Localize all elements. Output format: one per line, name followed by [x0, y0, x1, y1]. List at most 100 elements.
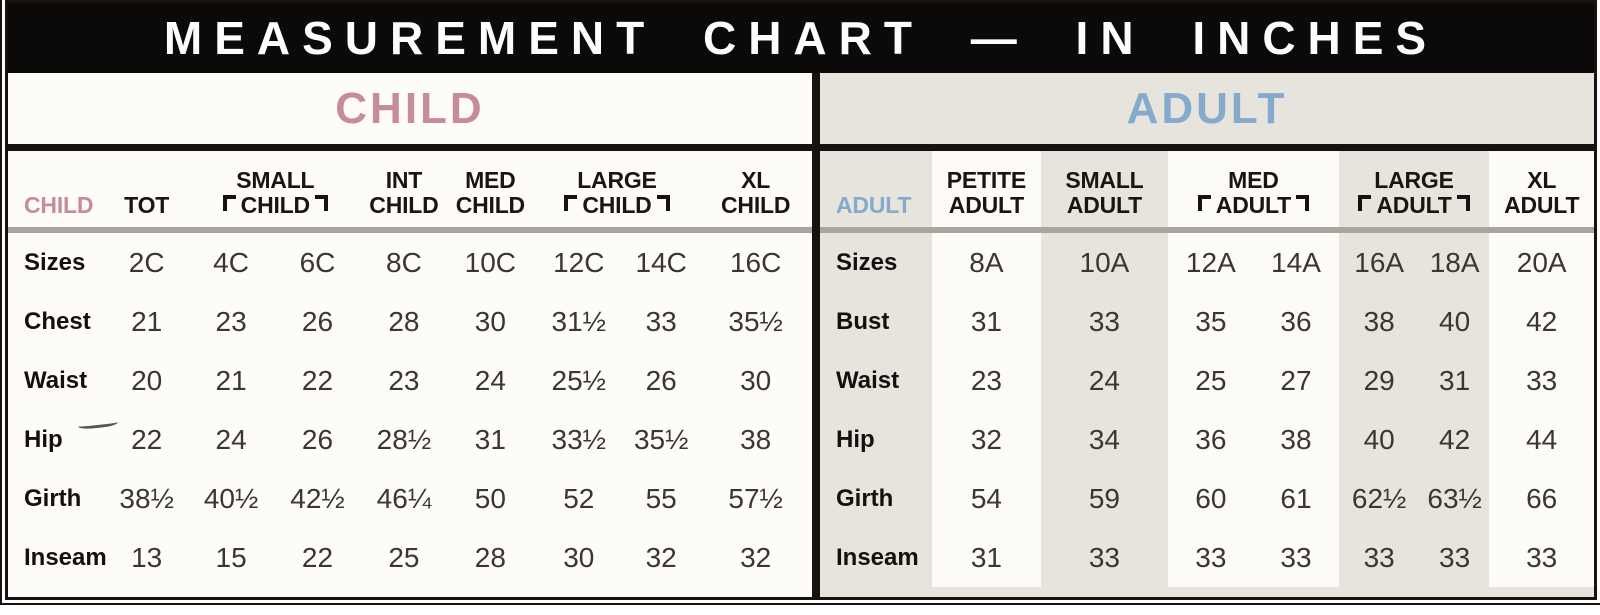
measurement-value: 4C	[213, 246, 249, 278]
measurement-value: 26	[301, 305, 334, 337]
measurement-value: 38	[740, 423, 772, 455]
measurement-value: 60	[1168, 469, 1254, 528]
measurement-value: 23	[388, 364, 420, 396]
measurement-value: 54	[932, 469, 1041, 528]
table-row-hip: Hip 32 34 36 38 40 42 44	[820, 410, 1594, 469]
measurement-value: 63½	[1427, 482, 1482, 514]
measurement-value: 26	[645, 364, 677, 396]
column-header-small-child: SMALL CHILD	[189, 151, 362, 227]
measurement-value: 31	[474, 423, 506, 455]
measurement-value: 26	[301, 423, 334, 455]
row-label: Bust	[836, 307, 890, 335]
measurement-value: 42	[1439, 423, 1471, 455]
measurement-value: 33	[1168, 528, 1254, 587]
row-label: Waist	[24, 366, 88, 394]
measurement-value: 33	[1489, 351, 1594, 410]
chart-panels: CHILD CHILD TOT SMALL CHILD INT CHILD ME…	[8, 73, 1594, 597]
measurement-value: 28	[388, 305, 420, 337]
measurement-value: 52	[563, 482, 595, 514]
table-row-sizes: Sizes 8A 10A 12A 14A 16A 18A 20A	[820, 233, 1594, 292]
row-label: Inseam	[836, 543, 919, 571]
measurement-value: 10C	[464, 246, 517, 278]
measurement-value: 33	[1489, 528, 1594, 587]
child-header-label: CHILD	[24, 192, 94, 219]
table-row-girth: Girth 38½ 40½ 42½ 46¼ 50 52 55 57½	[8, 469, 812, 528]
measurement-value: 44	[1489, 410, 1594, 469]
adult-header-row: ADULT PETITE ADULT SMALL ADULT MED ADULT…	[820, 151, 1594, 233]
measurement-value: 38½	[119, 482, 174, 514]
measurement-value: 24	[215, 423, 247, 455]
measurement-value: 30	[474, 305, 506, 337]
measurement-value: 12C	[553, 246, 605, 278]
table-row-waist: Waist 23 24 25 27 29 31 33	[820, 351, 1594, 410]
measurement-value: 29	[1363, 364, 1395, 396]
measurement-value: 20A	[1489, 233, 1594, 292]
table-row-inseam: Inseam 31 33 33 33 33 33 33	[820, 528, 1594, 587]
measurement-value: 40	[1439, 305, 1471, 337]
measurement-value: 24	[1088, 364, 1120, 396]
measurement-value: 32	[645, 541, 677, 573]
measurement-value: 31	[932, 292, 1041, 351]
bracket-right-icon	[314, 195, 328, 212]
page-title: MEASUREMENT CHART — IN INCHES	[8, 3, 1594, 73]
bracket-right-icon	[1296, 195, 1310, 212]
measurement-value: 28	[474, 541, 506, 573]
measurement-value: 2C	[128, 246, 165, 278]
measurement-value: 27	[1253, 351, 1339, 410]
measurement-value: 33	[1439, 541, 1471, 573]
measurement-value: 35½	[633, 423, 689, 455]
measurement-value: 35½	[728, 305, 783, 337]
measurement-value: 50	[474, 482, 506, 514]
measurement-value: 14A	[1253, 233, 1339, 292]
bracket-left-icon	[1197, 195, 1211, 212]
column-header-xl-child: XL CHILD	[721, 167, 791, 219]
measurement-value: 46¼	[376, 482, 432, 514]
row-label: Sizes	[24, 248, 86, 276]
measurement-value: 33	[1088, 305, 1120, 337]
measurement-value: 33	[1363, 541, 1395, 573]
table-row-waist: Waist 20 21 22 23 24 25½ 26 30	[8, 351, 812, 410]
column-header-petite-adult: PETITE ADULT	[932, 151, 1041, 227]
measurement-value: 13	[131, 541, 163, 573]
measurement-value: 33	[645, 305, 677, 337]
measurement-value: 16C	[729, 246, 782, 278]
measurement-value: 28½	[376, 423, 432, 455]
measurement-value: 31	[932, 528, 1041, 587]
measurement-value: 57½	[728, 482, 783, 514]
measurement-value: 20	[131, 364, 163, 396]
row-label: Waist	[836, 366, 900, 394]
measurement-value: 33	[1088, 541, 1120, 573]
column-header-int-child: INT CHILD	[369, 167, 439, 219]
measurement-value: 23	[215, 305, 247, 337]
row-label: Sizes	[836, 248, 898, 276]
measurement-value: 23	[932, 351, 1041, 410]
measurement-value: 40½	[203, 482, 259, 514]
row-label: Inseam	[24, 543, 107, 571]
measurement-value: 25½	[551, 364, 607, 396]
measurement-value: 33	[1253, 528, 1339, 587]
column-header-xl-adult: XL ADULT	[1489, 151, 1594, 227]
measurement-value: 55	[645, 482, 677, 514]
measurement-value: 33½	[551, 423, 607, 455]
child-panel: CHILD CHILD TOT SMALL CHILD INT CHILD ME…	[8, 73, 812, 597]
measurement-value: 42½	[290, 482, 345, 514]
measurement-value: 40	[1363, 423, 1395, 455]
row-label: Girth	[24, 484, 82, 512]
child-banner: CHILD	[8, 73, 812, 151]
measurement-value: 61	[1253, 469, 1339, 528]
measurement-value: 62½	[1351, 482, 1407, 514]
bracket-right-icon	[1456, 195, 1470, 212]
measurement-value: 8C	[386, 246, 422, 278]
measurement-value: 22	[131, 423, 163, 455]
measurement-value: 6C	[299, 246, 336, 278]
measurement-value: 22	[301, 364, 334, 396]
measurement-value: 34	[1088, 423, 1120, 455]
measurement-value: 25	[1168, 351, 1254, 410]
adult-header-label: ADULT	[836, 192, 912, 219]
measurement-value: 59	[1088, 482, 1120, 514]
measurement-value: 38	[1253, 410, 1339, 469]
measurement-value: 12A	[1168, 233, 1254, 292]
bracket-left-icon	[1358, 195, 1372, 212]
row-label: Hip	[836, 425, 875, 453]
measurement-value: 66	[1489, 469, 1594, 528]
